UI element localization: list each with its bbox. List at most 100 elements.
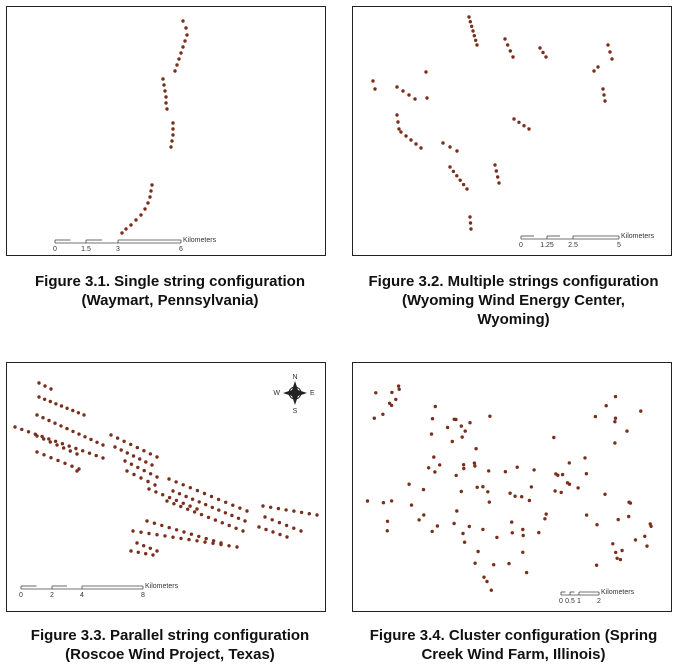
turbine-marker	[475, 43, 479, 47]
turbine-marker	[538, 46, 542, 50]
turbine-marker	[135, 541, 139, 545]
turbine-marker	[567, 461, 571, 465]
scale-bar-unit-label: Kilometers	[145, 583, 179, 590]
turbine-marker	[270, 518, 274, 522]
turbine-marker	[167, 477, 171, 481]
turbine-marker	[162, 83, 166, 87]
scale-bar-tick-label: 0	[559, 598, 563, 605]
turbine-marker	[122, 439, 126, 443]
turbine-marker	[593, 414, 598, 419]
turbine-marker	[508, 49, 512, 53]
turbine-marker	[195, 488, 200, 493]
turbine-marker	[20, 427, 24, 432]
compass-west-label: W	[273, 390, 280, 397]
turbine-marker	[285, 535, 289, 539]
turbine-marker	[197, 534, 201, 539]
turbine-marker	[307, 512, 311, 516]
turbine-marker	[173, 69, 177, 73]
turbine-marker	[183, 39, 187, 43]
caption-line-2: (Roscoe Wind Project, Texas)	[65, 646, 275, 663]
turbine-marker	[155, 475, 159, 479]
turbine-marker	[510, 531, 514, 535]
turbine-marker	[171, 535, 175, 539]
turbine-marker	[522, 124, 526, 128]
turbine-marker	[155, 455, 159, 459]
turbine-marker	[161, 77, 165, 81]
turbine-marker	[482, 575, 486, 579]
turbine-marker	[506, 43, 510, 47]
turbine-marker	[175, 63, 179, 67]
turbine-marker	[199, 512, 204, 517]
turbine-marker	[129, 223, 133, 227]
turbine-marker	[136, 465, 140, 470]
turbine-marker	[560, 472, 565, 477]
turbine-marker	[188, 504, 192, 508]
turbine-marker	[462, 466, 466, 471]
turbine-marker	[120, 231, 124, 235]
turbine-marker	[94, 453, 98, 458]
turbine-marker	[151, 553, 155, 557]
turbine-marker	[595, 523, 599, 527]
turbine-marker	[154, 490, 158, 494]
turbine-marker	[488, 414, 492, 418]
turbine-marker	[396, 384, 401, 388]
turbine-marker	[618, 557, 623, 562]
turbine-marker	[371, 79, 375, 83]
turbine-marker	[620, 548, 624, 553]
turbine-marker	[188, 486, 192, 490]
turbine-marker	[397, 387, 401, 391]
turbine-marker	[544, 512, 548, 516]
turbine-marker	[49, 456, 53, 460]
turbine-marker	[455, 149, 459, 153]
turbine-marker	[448, 165, 452, 169]
turbine-marker	[177, 57, 181, 61]
turbine-marker	[639, 409, 643, 413]
scale-bar-tick-label: 1	[577, 598, 581, 605]
compass-ring	[288, 386, 302, 400]
turbine-marker	[43, 384, 47, 388]
turbine-marker	[125, 469, 129, 473]
scale-bar-tick-label: 2.5	[568, 242, 578, 249]
turbine-marker	[163, 534, 167, 538]
turbine-marker	[56, 458, 60, 463]
turbine-marker	[584, 513, 589, 517]
turbine-marker	[35, 413, 39, 417]
turbine-marker	[487, 500, 491, 504]
turbine-marker	[227, 523, 231, 528]
turbine-marker	[179, 504, 183, 509]
turbine-marker	[76, 411, 81, 415]
turbine-marker	[238, 506, 242, 510]
turbine-marker	[381, 501, 386, 505]
turbine-marker	[604, 404, 608, 408]
turbine-marker	[149, 189, 153, 193]
scale-bar-tick-label: 1.25	[540, 242, 554, 249]
turbine-marker	[613, 394, 618, 399]
turbine-marker	[195, 539, 199, 543]
turbine-marker	[53, 421, 57, 425]
turbine-marker	[438, 463, 442, 467]
turbine-marker	[83, 435, 87, 439]
turbine-marker	[537, 530, 541, 535]
turbine-marker	[144, 460, 148, 464]
turbine-marker	[63, 461, 67, 465]
turbine-marker	[169, 145, 173, 149]
turbine-marker	[470, 24, 474, 28]
turbine-marker	[284, 508, 288, 512]
turbine-marker	[495, 535, 499, 540]
turbine-marker	[129, 442, 133, 447]
turbine-marker	[186, 507, 190, 511]
turbine-marker	[60, 442, 65, 446]
turbine-marker	[315, 513, 319, 517]
turbine-marker	[236, 516, 241, 520]
turbine-marker	[385, 529, 389, 533]
turbine-marker	[187, 537, 191, 542]
turbine-marker	[235, 545, 239, 549]
caption-line-2: (Wyoming Wind Energy Center,	[402, 292, 625, 309]
turbine-marker	[503, 470, 508, 474]
turbine-marker	[606, 43, 610, 47]
turbine-marker	[47, 418, 51, 423]
figure-caption-3-3: Figure 3.3. Parallel string configuratio…	[0, 626, 340, 664]
scale-bar-tick-label: 0.5	[565, 598, 575, 605]
turbine-marker	[507, 561, 511, 566]
